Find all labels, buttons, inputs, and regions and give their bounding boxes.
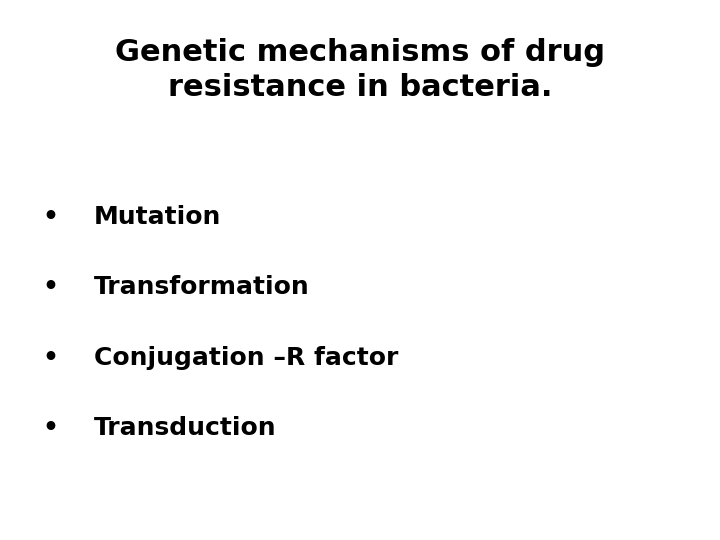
Text: •: • <box>42 275 58 299</box>
Text: Conjugation –R factor: Conjugation –R factor <box>94 346 398 369</box>
Text: Transformation: Transformation <box>94 275 310 299</box>
Text: Genetic mechanisms of drug
resistance in bacteria.: Genetic mechanisms of drug resistance in… <box>115 38 605 102</box>
Text: •: • <box>42 346 58 369</box>
Text: •: • <box>42 205 58 229</box>
Text: •: • <box>42 416 58 440</box>
Text: Transduction: Transduction <box>94 416 276 440</box>
Text: Mutation: Mutation <box>94 205 221 229</box>
